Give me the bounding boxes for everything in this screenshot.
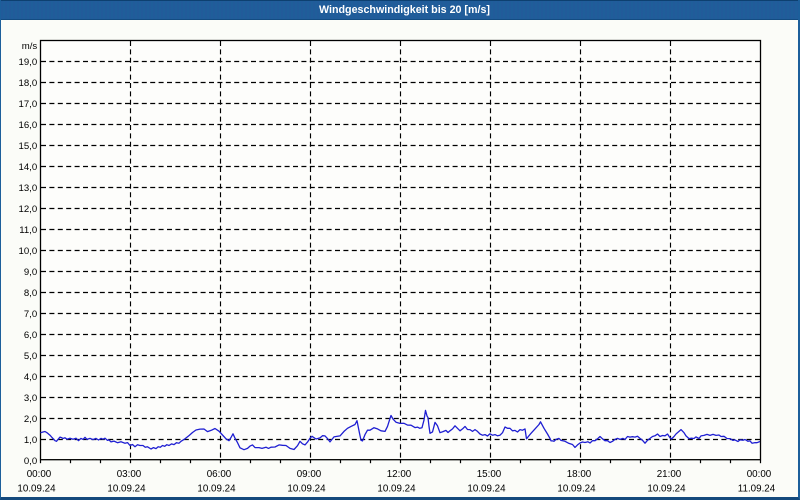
svg-text:4,0: 4,0	[24, 372, 37, 383]
svg-text:12:00: 12:00	[387, 469, 412, 480]
svg-text:0,0: 0,0	[24, 456, 37, 467]
svg-text:m/s: m/s	[22, 41, 38, 52]
svg-text:11.09.24: 11.09.24	[738, 484, 776, 495]
svg-text:13,0: 13,0	[19, 183, 38, 194]
svg-text:11,0: 11,0	[19, 225, 37, 236]
svg-text:8,0: 8,0	[24, 288, 37, 299]
svg-text:00:00: 00:00	[747, 469, 772, 480]
svg-text:1,0: 1,0	[24, 435, 37, 446]
svg-text:7,0: 7,0	[24, 309, 37, 320]
svg-text:10.09.24: 10.09.24	[557, 484, 596, 495]
svg-text:6,0: 6,0	[24, 330, 37, 341]
svg-text:10.09.24: 10.09.24	[647, 484, 686, 495]
svg-text:10.09.24: 10.09.24	[467, 484, 506, 495]
svg-text:03:00: 03:00	[117, 469, 142, 480]
svg-text:12,0: 12,0	[19, 204, 38, 215]
svg-text:10.09.24: 10.09.24	[287, 484, 326, 495]
svg-text:06:00: 06:00	[207, 469, 232, 480]
svg-text:Windgeschwindigkeit bis 20 [m/: Windgeschwindigkeit bis 20 [m/s]	[319, 4, 490, 16]
svg-text:18,0: 18,0	[19, 78, 38, 89]
svg-text:15,0: 15,0	[19, 141, 38, 152]
svg-text:10,0: 10,0	[19, 246, 38, 257]
svg-text:00:00: 00:00	[27, 469, 52, 480]
svg-text:5,0: 5,0	[24, 351, 37, 362]
svg-text:17,0: 17,0	[19, 99, 38, 110]
svg-text:18:00: 18:00	[567, 469, 592, 480]
svg-text:15:00: 15:00	[477, 469, 502, 480]
svg-text:19,0: 19,0	[19, 57, 38, 68]
svg-text:10.09.24: 10.09.24	[17, 484, 56, 495]
svg-text:10.09.24: 10.09.24	[377, 484, 416, 495]
svg-text:9,0: 9,0	[24, 267, 37, 278]
svg-text:10.09.24: 10.09.24	[107, 484, 146, 495]
svg-text:21:00: 21:00	[657, 469, 682, 480]
svg-text:3,0: 3,0	[24, 393, 37, 404]
svg-text:16,0: 16,0	[19, 120, 38, 131]
svg-text:09:00: 09:00	[297, 469, 322, 480]
svg-text:10.09.24: 10.09.24	[197, 484, 236, 495]
svg-text:14,0: 14,0	[19, 162, 38, 173]
svg-text:2,0: 2,0	[24, 414, 37, 425]
